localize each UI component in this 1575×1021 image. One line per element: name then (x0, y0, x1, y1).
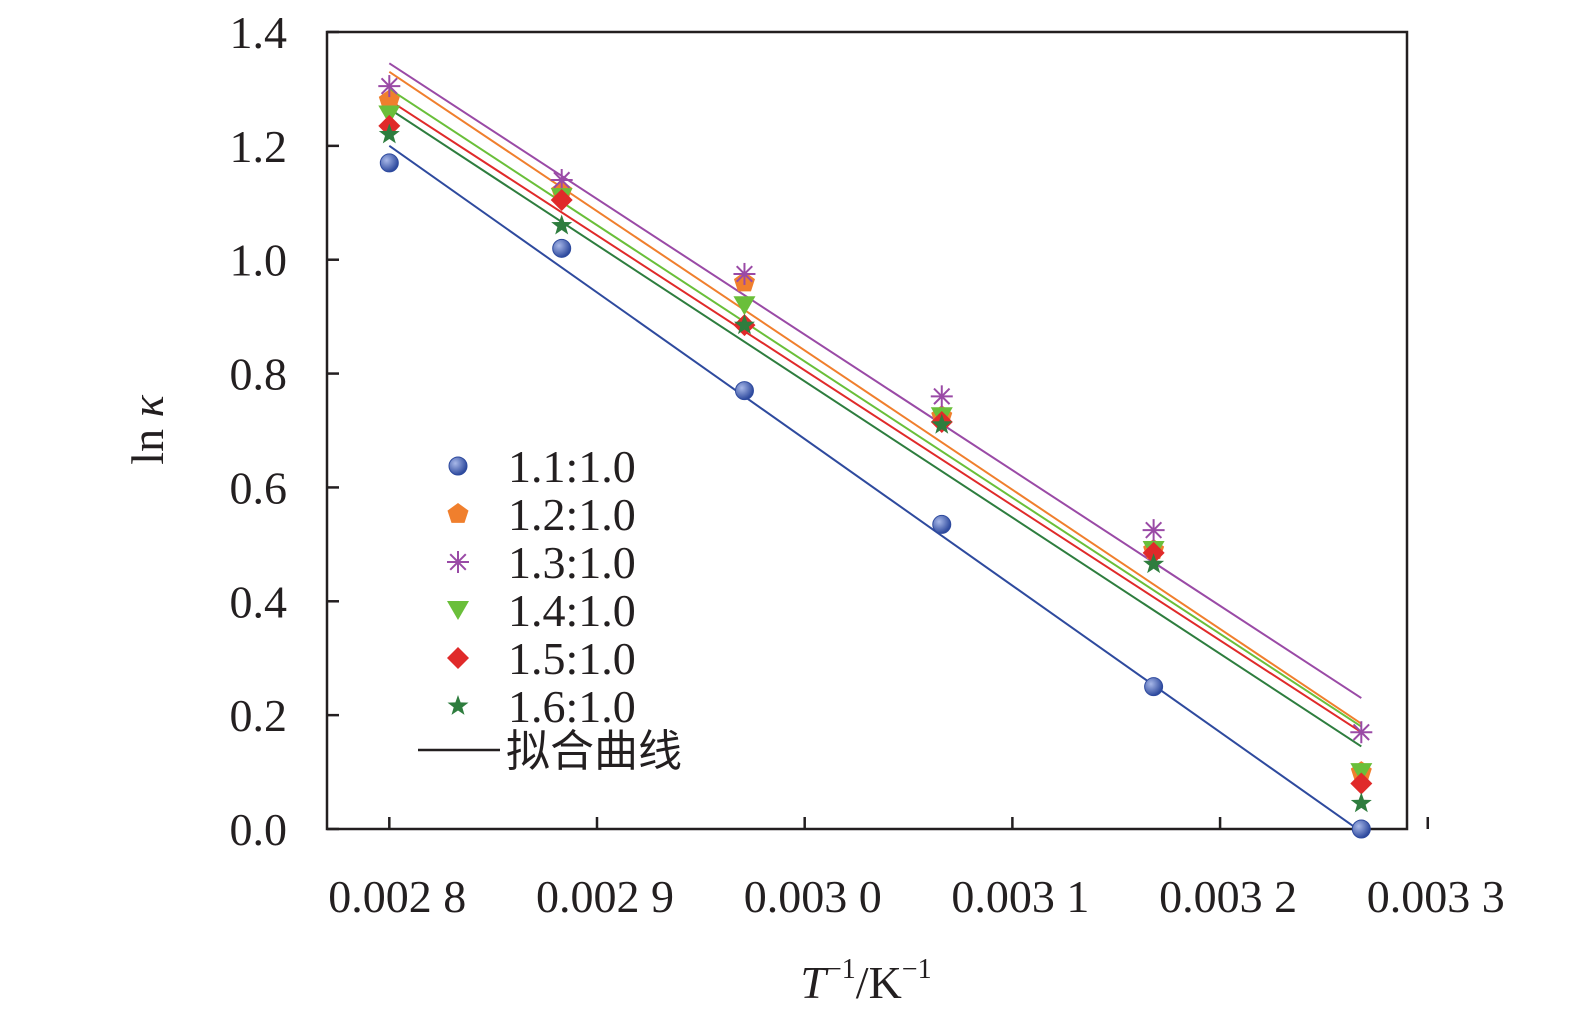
data-point (733, 314, 755, 335)
x-axis-title-unit: /K (856, 957, 902, 1008)
fit-lines (388, 62, 1362, 833)
x-tick-label: 0.003 2 (1159, 871, 1297, 922)
data-point (552, 238, 572, 258)
y-axis-title-main: ln (122, 417, 173, 464)
x-axis-title: T−1/K−1 (800, 954, 931, 1008)
legend-marker (447, 601, 469, 620)
data-point (1351, 819, 1371, 839)
data-point (378, 89, 400, 110)
data-point (378, 75, 401, 98)
y-tick-label: 0.8 (230, 349, 288, 400)
fit-line (388, 62, 1362, 699)
data-point (1350, 721, 1373, 744)
legend-label: 1.3:1.0 (508, 537, 636, 588)
x-axis: 0.002 8 0.002 9 0.003 0 0.003 1 0.003 2 0.003… (328, 817, 1505, 922)
data-point (379, 153, 399, 173)
fit-line (388, 99, 1362, 734)
legend-label: 1.6:1.0 (508, 681, 636, 732)
y-tick-label: 1.4 (230, 7, 288, 58)
legend: 1.1:1.01.2:1.01.3:1.01.4:1.01.5:1.01.6:1… (418, 441, 682, 777)
y-axis-title: ln κ (122, 394, 173, 464)
data-point (931, 413, 953, 434)
data-point (1350, 772, 1373, 795)
y-tick-label: 0.0 (230, 804, 288, 855)
fit-line (388, 145, 1362, 833)
data-point (930, 385, 953, 408)
legend-label: 1.4:1.0 (508, 585, 636, 636)
data-point (733, 296, 756, 316)
legend-label: 1.5:1.0 (508, 633, 636, 684)
data-point (1144, 677, 1164, 697)
legend-fit-label: 拟合曲线 (506, 726, 682, 777)
y-axis: 0.0 0.2 0.4 0.6 0.8 1.0 1.2 1.4 (230, 7, 339, 855)
x-tick-label: 0.003 0 (744, 871, 882, 922)
legend-marker (447, 503, 469, 523)
y-tick-label: 1.2 (230, 121, 288, 172)
x-tick-label: 0.003 1 (951, 871, 1089, 922)
legend-marker (447, 695, 469, 715)
plot-frame (325, 30, 1409, 831)
data-point (1350, 792, 1372, 813)
legend-label: 1.2:1.0 (508, 489, 636, 540)
data-point (1142, 541, 1165, 564)
fit-line (388, 88, 1362, 728)
data-point (932, 514, 952, 534)
y-tick-label: 0.2 (230, 690, 288, 741)
legend-marker (447, 647, 469, 669)
y-tick-label: 0.6 (230, 462, 288, 513)
x-axis-title-main: T (800, 957, 829, 1008)
x-axis-title-sup1: −1 (826, 954, 856, 985)
data-point (550, 188, 573, 211)
legend-marker (448, 456, 468, 476)
data-point (733, 262, 756, 285)
y-axis-title-symbol: κ (122, 394, 173, 417)
x-tick-label: 0.002 9 (536, 871, 674, 922)
x-tick-label: 0.003 3 (1367, 871, 1505, 922)
data-point (734, 381, 754, 401)
legend-marker (447, 551, 469, 573)
data-point (550, 169, 573, 192)
data-point (1142, 519, 1165, 542)
data-markers (378, 75, 1373, 839)
legend-label: 1.1:1.0 (508, 441, 636, 492)
plot-border (325, 30, 1409, 831)
data-point (378, 123, 400, 144)
y-tick-label: 1.0 (230, 235, 288, 286)
fit-line (388, 108, 1362, 748)
y-tick-label: 0.4 (230, 576, 288, 627)
x-axis-title-sup2: −1 (902, 954, 932, 985)
data-point (1143, 553, 1165, 574)
data-point (551, 214, 573, 235)
x-tick-label: 0.002 8 (328, 871, 466, 922)
